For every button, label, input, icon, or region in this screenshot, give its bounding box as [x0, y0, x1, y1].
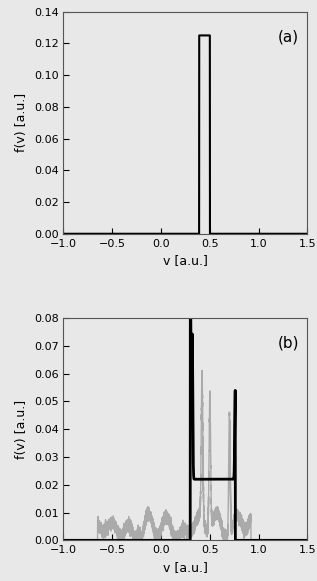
- Y-axis label: f(v) [a.u.]: f(v) [a.u.]: [15, 93, 28, 152]
- Text: (b): (b): [278, 336, 300, 351]
- X-axis label: v [a.u.]: v [a.u.]: [163, 561, 208, 574]
- X-axis label: v [a.u.]: v [a.u.]: [163, 254, 208, 267]
- Y-axis label: f(v) [a.u.]: f(v) [a.u.]: [15, 400, 28, 459]
- Text: (a): (a): [278, 30, 299, 44]
